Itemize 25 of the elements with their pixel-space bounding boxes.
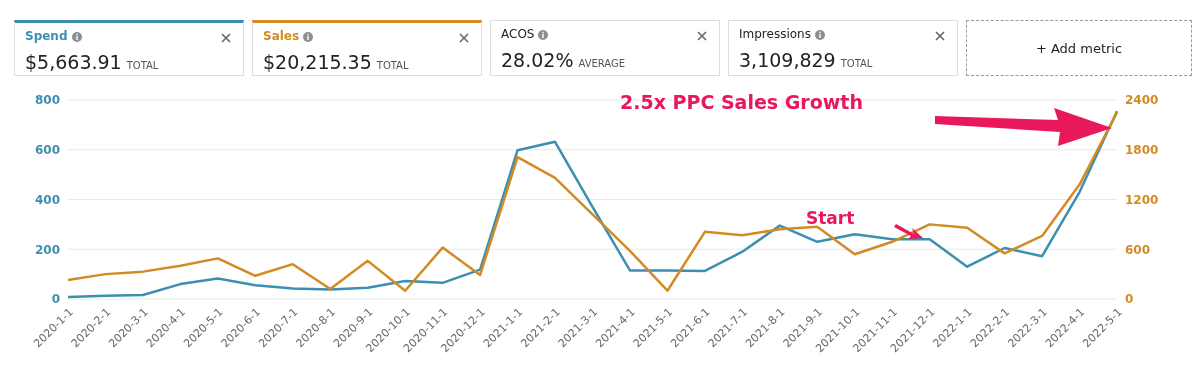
text: Impressions [739, 27, 812, 41]
text: Sales [263, 29, 301, 43]
y-tick-label: 200 [34, 242, 60, 257]
annotation: Start [806, 208, 855, 228]
text: TOTAL [840, 58, 873, 69]
text: 28.02% [501, 49, 574, 71]
text: Spend [25, 29, 69, 43]
y2-tick-label: 600 [1125, 242, 1151, 257]
y-tick-label: 600 [34, 143, 60, 158]
y-tick-label: 400 [34, 192, 60, 207]
text: 3,109,829 [739, 49, 836, 71]
text: TOTAL [126, 60, 159, 71]
y2-tick-label: 0 [1125, 292, 1134, 307]
y2-tick-label: 1200 [1125, 192, 1159, 207]
text: + Add metric [966, 20, 1192, 76]
y2-tick-label: 2400 [1125, 93, 1159, 108]
y2-tick-label: 1800 [1125, 143, 1159, 158]
y-tick-label: 0 [51, 292, 60, 307]
annotation: 2.5x PPC Sales Growth [620, 91, 863, 113]
text: $5,663.91 [25, 51, 122, 73]
text: TOTAL [376, 60, 409, 71]
text: $20,215.35 [263, 51, 372, 73]
text: ACOS [501, 27, 536, 41]
y-tick-label: 800 [34, 93, 60, 108]
text: AVERAGE [578, 58, 626, 69]
